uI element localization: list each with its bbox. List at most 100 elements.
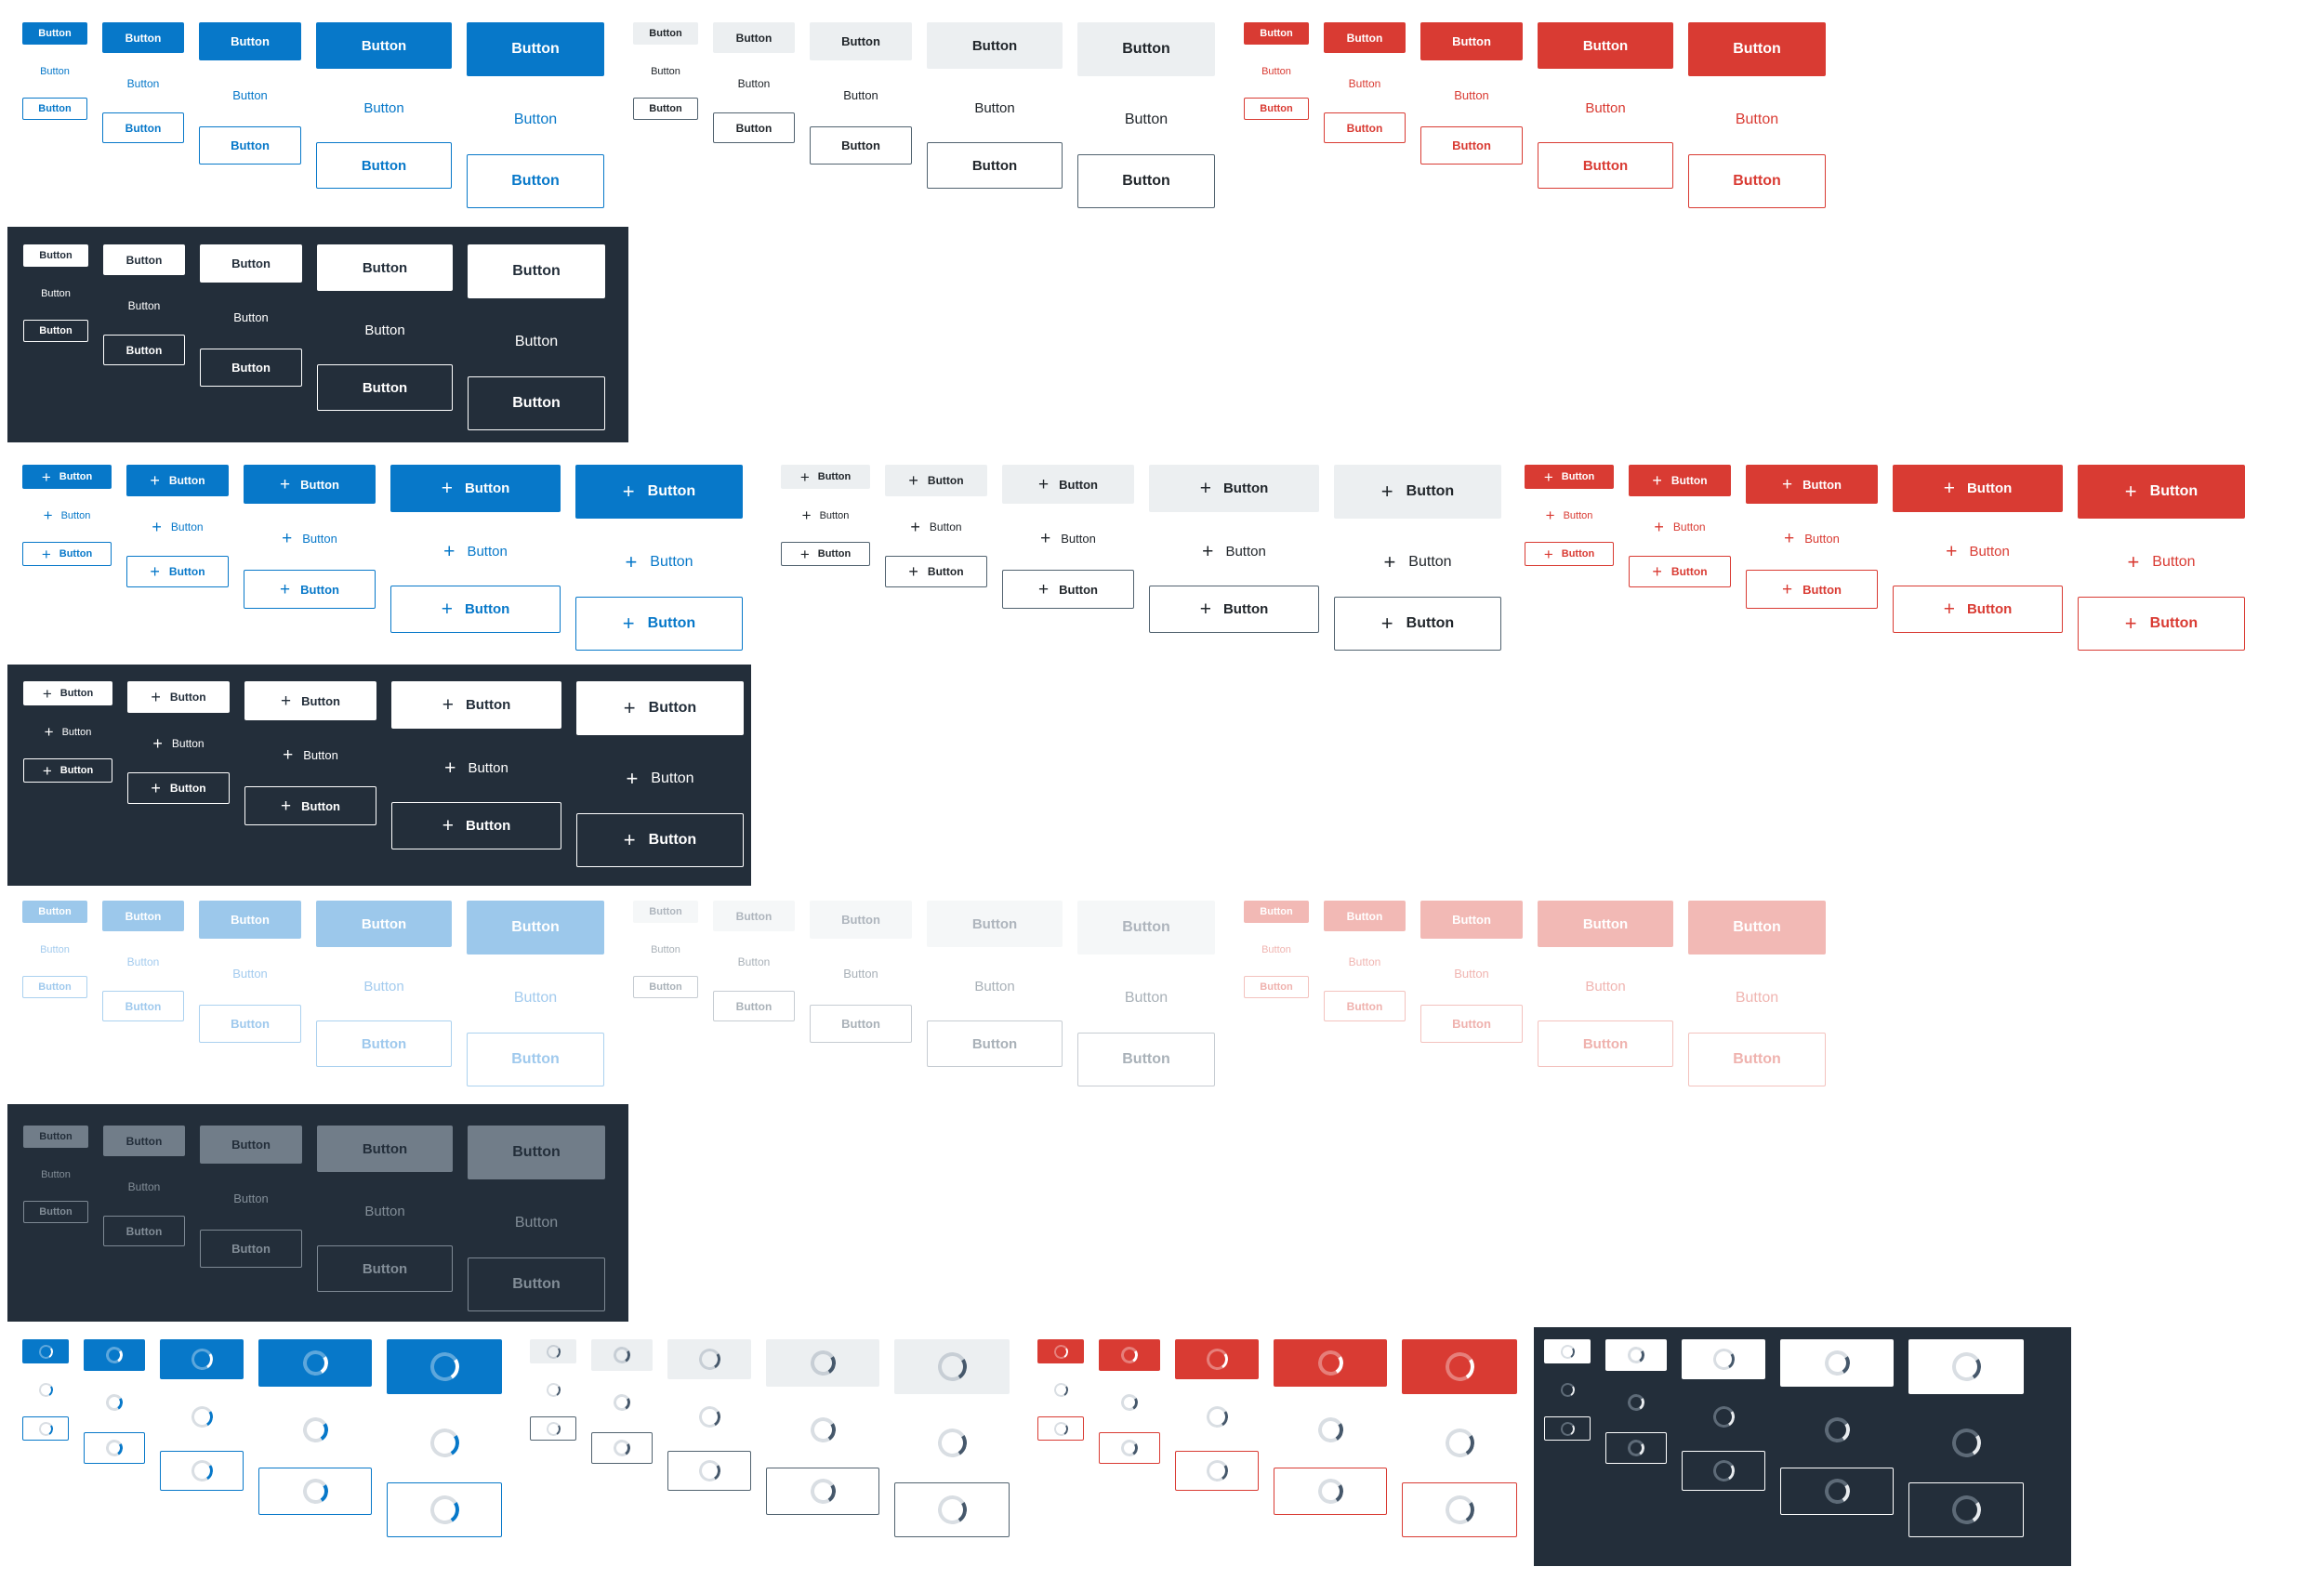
neutral-outlined-button-size1[interactable]: Button bbox=[633, 98, 698, 120]
neutral-text-button-size4[interactable]: + Button bbox=[1149, 541, 1319, 562]
primary_spin-outlined-button-size1[interactable] bbox=[22, 1416, 69, 1441]
danger-text-button-size1[interactable]: + Button bbox=[1525, 507, 1614, 524]
primary-text-button-size2[interactable]: Button bbox=[102, 75, 184, 92]
neutral-contained-button-size2[interactable]: + Button bbox=[885, 465, 987, 496]
primary_disabled-outlined-button-size2[interactable]: Button bbox=[102, 991, 184, 1021]
danger_spin-text-button-size5[interactable] bbox=[1402, 1426, 1517, 1460]
neutral_spin-text-button-size3[interactable] bbox=[667, 1403, 751, 1430]
primary_disabled-contained-button-size3[interactable]: Button bbox=[199, 901, 301, 939]
neutral_disabled-outlined-button-size3[interactable]: Button bbox=[810, 1005, 912, 1043]
inverse_spin-outlined-button-size2[interactable] bbox=[1605, 1432, 1667, 1464]
primary-outlined-button-size5[interactable]: Button bbox=[467, 154, 604, 208]
inverse-outlined-button-size3[interactable]: Button bbox=[200, 349, 302, 387]
primary_spin-text-button-size1[interactable] bbox=[22, 1381, 69, 1399]
inverse-outlined-button-size3[interactable]: + Button bbox=[244, 786, 376, 825]
neutral-outlined-button-size2[interactable]: Button bbox=[713, 112, 795, 143]
inverse-outlined-button-size5[interactable]: Button bbox=[468, 376, 605, 430]
danger_spin-contained-button-size1[interactable] bbox=[1037, 1339, 1084, 1363]
inverse_disabled-text-button-size5[interactable]: Button bbox=[468, 1213, 605, 1233]
primary-outlined-button-size3[interactable]: + Button bbox=[244, 570, 376, 609]
danger_disabled-contained-button-size5[interactable]: Button bbox=[1688, 901, 1826, 955]
primary-outlined-button-size3[interactable]: Button bbox=[199, 126, 301, 165]
danger-outlined-button-size1[interactable]: Button bbox=[1244, 98, 1309, 120]
danger-outlined-button-size5[interactable]: + Button bbox=[2078, 597, 2245, 651]
danger-text-button-size3[interactable]: + Button bbox=[1746, 529, 1878, 548]
inverse-outlined-button-size5[interactable]: + Button bbox=[576, 813, 744, 867]
danger_spin-contained-button-size2[interactable] bbox=[1099, 1339, 1160, 1371]
primary-text-button-size3[interactable]: + Button bbox=[244, 529, 376, 548]
neutral-outlined-button-size4[interactable]: + Button bbox=[1149, 586, 1319, 633]
inverse_disabled-text-button-size3[interactable]: Button bbox=[200, 1190, 302, 1207]
inverse_spin-text-button-size5[interactable] bbox=[1908, 1426, 2024, 1460]
primary_spin-contained-button-size4[interactable] bbox=[258, 1339, 372, 1387]
primary-text-button-size1[interactable]: Button bbox=[22, 63, 87, 79]
primary-contained-button-size5[interactable]: + Button bbox=[575, 465, 743, 519]
primary_spin-text-button-size3[interactable] bbox=[160, 1403, 244, 1430]
danger-contained-button-size4[interactable]: + Button bbox=[1893, 465, 2063, 512]
danger_disabled-text-button-size4[interactable]: Button bbox=[1538, 977, 1673, 996]
danger-outlined-button-size1[interactable]: + Button bbox=[1525, 542, 1614, 566]
inverse-outlined-button-size4[interactable]: + Button bbox=[391, 802, 561, 849]
neutral_disabled-contained-button-size5[interactable]: Button bbox=[1077, 901, 1215, 955]
inverse-outlined-button-size1[interactable]: Button bbox=[23, 320, 88, 342]
primary_disabled-outlined-button-size5[interactable]: Button bbox=[467, 1033, 604, 1086]
danger_disabled-outlined-button-size4[interactable]: Button bbox=[1538, 1020, 1673, 1067]
neutral_spin-outlined-button-size1[interactable] bbox=[530, 1416, 576, 1441]
neutral-outlined-button-size4[interactable]: Button bbox=[927, 142, 1063, 189]
neutral_disabled-outlined-button-size5[interactable]: Button bbox=[1077, 1033, 1215, 1086]
danger_disabled-contained-button-size2[interactable]: Button bbox=[1324, 901, 1406, 931]
primary-contained-button-size2[interactable]: Button bbox=[102, 22, 184, 53]
neutral-text-button-size1[interactable]: + Button bbox=[781, 507, 870, 524]
danger_disabled-contained-button-size1[interactable]: Button bbox=[1244, 901, 1309, 923]
primary_disabled-outlined-button-size3[interactable]: Button bbox=[199, 1005, 301, 1043]
danger_disabled-outlined-button-size3[interactable]: Button bbox=[1420, 1005, 1523, 1043]
primary-outlined-button-size1[interactable]: + Button bbox=[22, 542, 112, 566]
inverse_disabled-contained-button-size4[interactable]: Button bbox=[317, 1126, 453, 1172]
neutral_disabled-text-button-size5[interactable]: Button bbox=[1077, 988, 1215, 1008]
neutral-outlined-button-size1[interactable]: + Button bbox=[781, 542, 870, 566]
danger_disabled-text-button-size3[interactable]: Button bbox=[1420, 965, 1523, 982]
neutral_disabled-outlined-button-size2[interactable]: Button bbox=[713, 991, 795, 1021]
primary-outlined-button-size2[interactable]: + Button bbox=[126, 556, 229, 587]
neutral-contained-button-size4[interactable]: + Button bbox=[1149, 465, 1319, 512]
inverse_disabled-text-button-size2[interactable]: Button bbox=[103, 1178, 185, 1195]
danger_spin-outlined-button-size5[interactable] bbox=[1402, 1482, 1517, 1537]
inverse-contained-button-size5[interactable]: + Button bbox=[576, 681, 744, 735]
neutral_disabled-contained-button-size3[interactable]: Button bbox=[810, 901, 912, 939]
danger_disabled-text-button-size5[interactable]: Button bbox=[1688, 988, 1826, 1008]
inverse_spin-contained-button-size2[interactable] bbox=[1605, 1339, 1667, 1371]
neutral-text-button-size4[interactable]: Button bbox=[927, 99, 1063, 118]
primary-text-button-size3[interactable]: Button bbox=[199, 86, 301, 104]
danger_spin-text-button-size1[interactable] bbox=[1037, 1381, 1084, 1399]
inverse_disabled-contained-button-size3[interactable]: Button bbox=[200, 1126, 302, 1164]
inverse-text-button-size3[interactable]: + Button bbox=[244, 745, 376, 765]
inverse_spin-contained-button-size4[interactable] bbox=[1780, 1339, 1894, 1387]
inverse_disabled-text-button-size4[interactable]: Button bbox=[317, 1202, 453, 1221]
primary-contained-button-size1[interactable]: + Button bbox=[22, 465, 112, 489]
primary-text-button-size2[interactable]: + Button bbox=[126, 518, 229, 536]
inverse_spin-text-button-size2[interactable] bbox=[1605, 1392, 1667, 1413]
danger-contained-button-size3[interactable]: Button bbox=[1420, 22, 1523, 60]
danger_disabled-text-button-size1[interactable]: Button bbox=[1244, 941, 1309, 957]
danger_spin-text-button-size3[interactable] bbox=[1175, 1403, 1259, 1430]
neutral-contained-button-size3[interactable]: + Button bbox=[1002, 465, 1134, 504]
inverse_disabled-outlined-button-size1[interactable]: Button bbox=[23, 1201, 88, 1223]
danger-text-button-size4[interactable]: + Button bbox=[1893, 541, 2063, 562]
neutral-contained-button-size3[interactable]: Button bbox=[810, 22, 912, 60]
neutral_disabled-contained-button-size4[interactable]: Button bbox=[927, 901, 1063, 947]
primary_spin-contained-button-size2[interactable] bbox=[84, 1339, 145, 1371]
inverse_disabled-text-button-size1[interactable]: Button bbox=[23, 1166, 88, 1182]
inverse_spin-outlined-button-size5[interactable] bbox=[1908, 1482, 2024, 1537]
primary_disabled-contained-button-size1[interactable]: Button bbox=[22, 901, 87, 923]
primary-contained-button-size4[interactable]: Button bbox=[316, 22, 452, 69]
inverse-contained-button-size5[interactable]: Button bbox=[468, 244, 605, 298]
danger_disabled-outlined-button-size5[interactable]: Button bbox=[1688, 1033, 1826, 1086]
danger_spin-outlined-button-size3[interactable] bbox=[1175, 1451, 1259, 1491]
danger_disabled-outlined-button-size2[interactable]: Button bbox=[1324, 991, 1406, 1021]
inverse_disabled-outlined-button-size5[interactable]: Button bbox=[468, 1257, 605, 1311]
neutral_disabled-text-button-size4[interactable]: Button bbox=[927, 977, 1063, 996]
primary-contained-button-size3[interactable]: Button bbox=[199, 22, 301, 60]
primary_disabled-text-button-size2[interactable]: Button bbox=[102, 954, 184, 970]
primary_disabled-text-button-size1[interactable]: Button bbox=[22, 941, 87, 957]
primary-text-button-size4[interactable]: Button bbox=[316, 99, 452, 118]
